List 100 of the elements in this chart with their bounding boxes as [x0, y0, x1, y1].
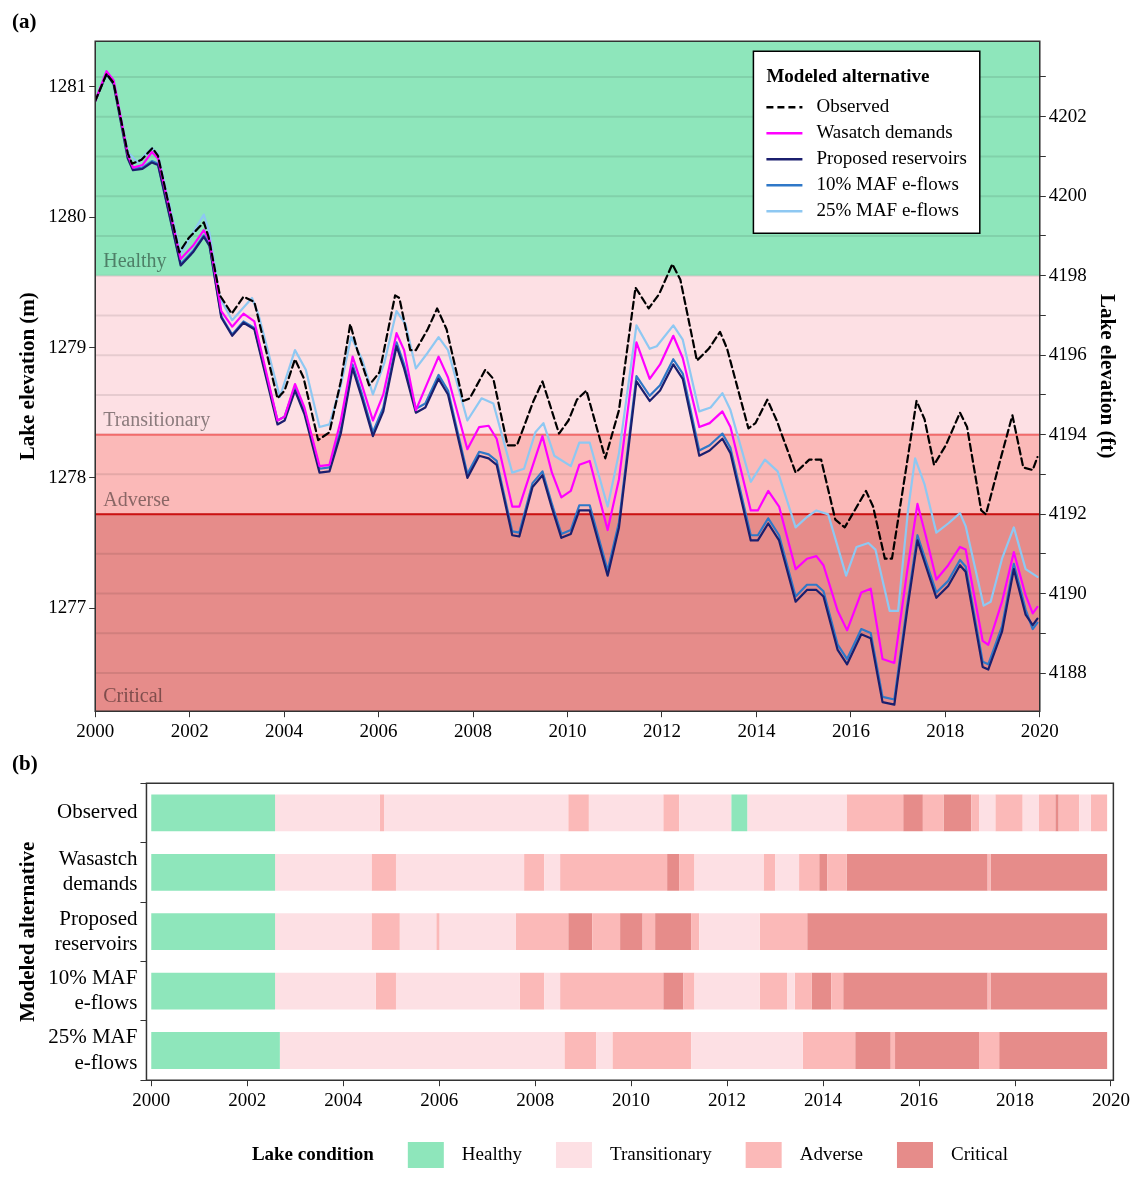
bar	[763, 853, 776, 891]
bar	[691, 1032, 803, 1069]
bar	[759, 972, 788, 1010]
bar	[560, 853, 668, 891]
y-axis-title: Lake elevation (m)	[15, 292, 40, 461]
legend-label: Critical	[950, 1142, 1008, 1164]
bar	[799, 853, 820, 891]
bar	[663, 972, 684, 1010]
bar	[439, 913, 516, 951]
x-tick-label: 2006	[359, 719, 398, 741]
y2-tick-label: 4188	[1048, 661, 1087, 683]
band-label: Critical	[103, 684, 164, 707]
bar	[987, 853, 991, 891]
bar	[890, 1032, 896, 1069]
bar	[691, 913, 700, 951]
legend-label: Observed	[816, 95, 890, 117]
bar	[515, 913, 569, 951]
x-tick-label: 2002	[228, 1088, 267, 1110]
bar	[1079, 794, 1091, 832]
bar	[1022, 794, 1039, 832]
x-tick-label: 2020	[1091, 1088, 1130, 1110]
bar	[592, 913, 621, 951]
bar	[811, 972, 832, 1010]
x-tick-label: 2004	[324, 1088, 363, 1110]
x-tick-label: 2002	[170, 719, 209, 741]
y-axis-title: Modeled alternative	[15, 841, 40, 1022]
bar	[667, 853, 680, 891]
y2-tick-label: 4194	[1048, 422, 1088, 444]
y-tick-label: 1278	[48, 465, 87, 487]
y2-tick-label: 4190	[1048, 581, 1087, 603]
bar	[436, 913, 440, 951]
bar	[995, 794, 1023, 832]
x-tick-label: 2010	[548, 719, 587, 741]
y-tick-label: 25% MAF e-flows	[48, 1024, 138, 1074]
bar	[731, 794, 748, 832]
bar	[694, 972, 760, 1010]
bar	[922, 794, 944, 832]
y-tick-label: Proposed reservoirs	[54, 905, 138, 955]
bar	[568, 913, 593, 951]
y2-tick-label: 4198	[1048, 263, 1087, 285]
bar	[1039, 794, 1056, 832]
y2-tick-label: 4202	[1048, 104, 1087, 126]
y-tick-label: 1281	[48, 74, 87, 96]
y-tick-label: 10% MAF e-flows	[48, 965, 138, 1015]
bar	[831, 972, 844, 1010]
x-tick-label: 2008	[516, 1088, 555, 1110]
legend-label: Transitionary	[609, 1142, 713, 1164]
bar	[275, 853, 372, 891]
bar	[1055, 794, 1059, 832]
bar	[663, 794, 680, 832]
bar	[794, 972, 812, 1010]
bar	[379, 794, 384, 832]
y-tick-label: Wasastch demands	[58, 846, 138, 896]
bar	[759, 913, 808, 951]
bar	[399, 913, 437, 951]
bar	[694, 853, 764, 891]
bar	[655, 913, 692, 951]
bar	[802, 1032, 856, 1069]
legend-title: Modeled alternative	[766, 65, 930, 87]
bar	[642, 913, 656, 951]
legend-title: Lake condition	[251, 1142, 375, 1164]
bar	[275, 794, 380, 832]
bar	[843, 972, 988, 1010]
x-tick-label: 2014	[804, 1088, 843, 1110]
bar	[827, 853, 847, 891]
bar	[564, 1032, 597, 1069]
bar	[519, 972, 545, 1010]
legend-label: Proposed reservoirs	[816, 147, 967, 169]
bar	[990, 972, 1108, 1010]
bar	[596, 1032, 613, 1069]
y2-tick-label: 4200	[1048, 184, 1087, 206]
x-tick-label: 2004	[265, 719, 304, 741]
bar	[683, 972, 695, 1010]
x-tick-label: 2016	[831, 719, 870, 741]
bar	[544, 972, 561, 1010]
x-tick-label: 2012	[642, 719, 681, 741]
chart-title: (a)	[12, 9, 37, 34]
x-tick-label: 2018	[996, 1088, 1034, 1110]
bar	[383, 794, 569, 832]
bar	[371, 913, 400, 951]
bar	[990, 853, 1108, 891]
bar	[395, 853, 525, 891]
bar	[1090, 794, 1108, 832]
y-tick-label: Observed	[56, 799, 138, 824]
bar	[679, 794, 732, 832]
bar	[747, 794, 847, 832]
bar	[395, 972, 520, 1010]
legend-label: Healthy	[461, 1142, 523, 1164]
bar	[679, 853, 695, 891]
bar	[787, 972, 795, 1010]
x-tick-label: 2020	[1020, 719, 1059, 741]
bar	[807, 913, 1108, 951]
chart-title: (b)	[12, 751, 38, 776]
bar	[943, 794, 972, 832]
bar	[1058, 794, 1080, 832]
bar	[971, 794, 980, 832]
bar	[275, 972, 376, 1010]
bar	[151, 972, 276, 1010]
band-label: Healthy	[103, 249, 167, 273]
y-tick-label: 1279	[48, 335, 87, 357]
